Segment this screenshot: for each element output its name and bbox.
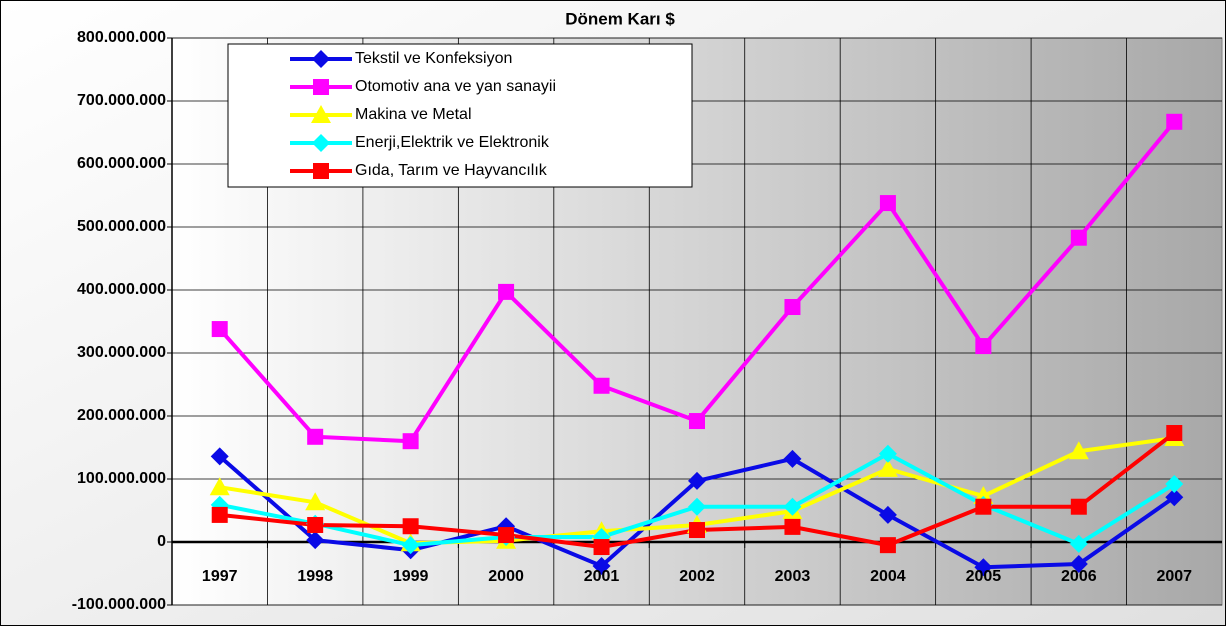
marker (1069, 534, 1088, 553)
marker (879, 537, 896, 554)
marker (307, 516, 324, 533)
marker (313, 79, 329, 95)
marker (689, 413, 705, 430)
marker (210, 447, 229, 466)
x-tick-label: 2000 (488, 568, 524, 585)
y-tick-label: 200.000.000 (77, 407, 166, 424)
marker (312, 134, 330, 152)
marker (689, 522, 705, 539)
x-tick-label: 1997 (202, 568, 238, 585)
marker (1166, 425, 1183, 442)
marker (877, 458, 898, 477)
legend-label: Enerji,Elektrik ve Elektronik (355, 134, 550, 151)
y-tick-label: 400.000.000 (77, 281, 166, 298)
x-tick-label: 1999 (393, 568, 429, 585)
marker (784, 518, 801, 535)
marker (783, 497, 802, 516)
marker (974, 558, 993, 577)
x-tick-label: 2007 (1156, 568, 1192, 585)
y-tick-label: 600.000.000 (77, 155, 166, 172)
legend-label: Tekstil ve Konfeksiyon (355, 50, 512, 67)
marker (498, 527, 515, 544)
marker (312, 50, 330, 68)
marker (1070, 498, 1087, 515)
y-tick-label: 0 (157, 533, 166, 550)
marker (879, 195, 896, 212)
x-tick-label: 2006 (1061, 568, 1097, 585)
marker (1069, 555, 1088, 574)
marker (402, 518, 419, 535)
marker (1068, 441, 1089, 460)
legend-label: Makina ve Metal (355, 106, 472, 123)
x-tick-label: 2001 (584, 568, 620, 585)
y-tick-label: 500.000.000 (77, 218, 166, 235)
marker (593, 377, 610, 394)
marker (211, 506, 228, 523)
y-tick-label: -100.000.000 (72, 596, 166, 613)
marker (1165, 488, 1184, 507)
marker (211, 321, 228, 338)
legend-label: Gıda, Tarım ve Hayvancılık (355, 162, 548, 179)
x-tick-label: 2003 (775, 568, 811, 585)
marker (1166, 113, 1183, 130)
marker (1165, 475, 1184, 494)
x-tick-label: 1998 (297, 568, 333, 585)
marker (975, 338, 992, 355)
marker (688, 471, 706, 490)
marker (878, 505, 897, 524)
marker (878, 444, 897, 463)
marker (975, 498, 992, 515)
marker (210, 495, 229, 514)
legend-label: Otomotiv ana ve yan sanayii (355, 78, 556, 95)
marker (402, 433, 419, 450)
marker (401, 536, 420, 555)
x-tick-label: 2002 (679, 568, 715, 585)
marker (498, 283, 515, 300)
y-tick-label: 100.000.000 (77, 470, 166, 487)
x-tick-label: 2005 (966, 568, 1002, 585)
marker (306, 531, 325, 550)
marker (209, 477, 230, 496)
marker (305, 492, 326, 511)
marker (1070, 229, 1087, 246)
marker (307, 428, 324, 445)
y-tick-label: 800.000.000 (77, 29, 166, 46)
marker (311, 105, 331, 123)
legend: Tekstil ve Konfeksiyon Otomotiv ana ve ya… (227, 43, 693, 188)
x-tick-label: 2004 (870, 568, 906, 585)
marker (593, 539, 610, 556)
marker (313, 163, 329, 179)
chart-title: Dönem Karı $ (565, 9, 675, 28)
marker (784, 299, 801, 316)
y-tick-label: 700.000.000 (77, 92, 166, 109)
marker (592, 556, 611, 575)
marker (783, 449, 802, 468)
marker (688, 497, 706, 516)
y-tick-label: 300.000.000 (77, 344, 166, 361)
